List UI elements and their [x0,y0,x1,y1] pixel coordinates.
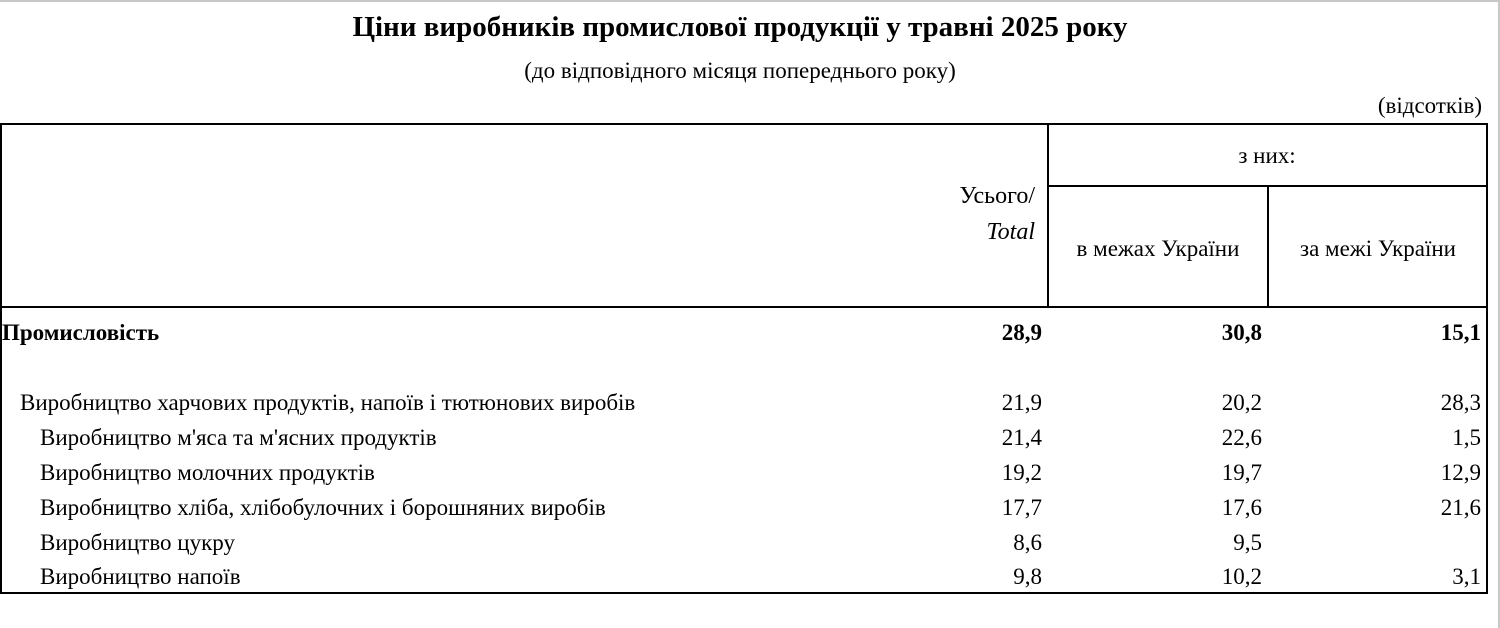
row-domestic-value: 30,8 [1221,320,1262,345]
row-label: Виробництво напоїв [40,564,241,589]
data-table [0,123,1488,594]
row-total-value: 17,7 [1001,495,1042,520]
row-abroad-value: 15,1 [1440,320,1481,345]
header-divider-of-them [1047,185,1487,187]
header-bottom-line [0,306,1488,308]
row-domestic-value: 19,7 [1221,460,1262,485]
row-domestic-value: 9,5 [1233,530,1262,555]
page-subtitle: (до відповідного місяця попереднього рок… [524,58,956,83]
row-label: Виробництво харчових продуктів, напоїв і… [20,390,636,415]
row-total-value: 21,9 [1001,390,1042,415]
row-label: Виробництво м'яса та м'ясних продуктів [40,425,437,450]
row-domestic-value: 20,2 [1221,390,1262,415]
header-of-them: з них: [1238,143,1296,168]
row-domestic-value: 17,6 [1221,495,1262,520]
right-border [1498,0,1500,628]
header-domestic: в межах України [1076,236,1240,261]
row-label: Виробництво хліба, хлібобулочних і борош… [40,495,606,520]
row-abroad-value: 12,9 [1440,460,1481,485]
row-label: Виробництво цукру [40,530,235,555]
header-divider-subcolumns [1267,186,1269,307]
header-divider-total [1047,124,1049,307]
page-title: Ціни виробників промислової продукції у … [352,11,1128,43]
row-label: Виробництво молочних продуктів [40,460,375,485]
top-border [0,0,1500,2]
row-abroad-value: 21,6 [1440,495,1481,520]
row-total-value: 8,6 [1013,530,1042,555]
unit-label: (відсотків) [1377,93,1482,118]
header-total-label: Усього/ [959,183,1035,209]
header-total: Усього/ Total [890,178,1035,250]
header-total-english: Total [986,219,1035,245]
row-domestic-value: 22,6 [1221,425,1262,450]
row-abroad-value: 3,1 [1452,564,1481,589]
row-abroad-value: 1,5 [1452,425,1481,450]
row-total-value: 28,9 [1001,320,1042,345]
row-total-value: 9,8 [1013,564,1042,589]
row-total-value: 19,2 [1001,460,1042,485]
row-abroad-value: 28,3 [1440,390,1481,415]
row-label: Промисловість [2,320,160,345]
header-abroad: за межі України [1300,236,1456,261]
row-domestic-value: 10,2 [1221,564,1262,589]
row-total-value: 21,4 [1001,425,1042,450]
